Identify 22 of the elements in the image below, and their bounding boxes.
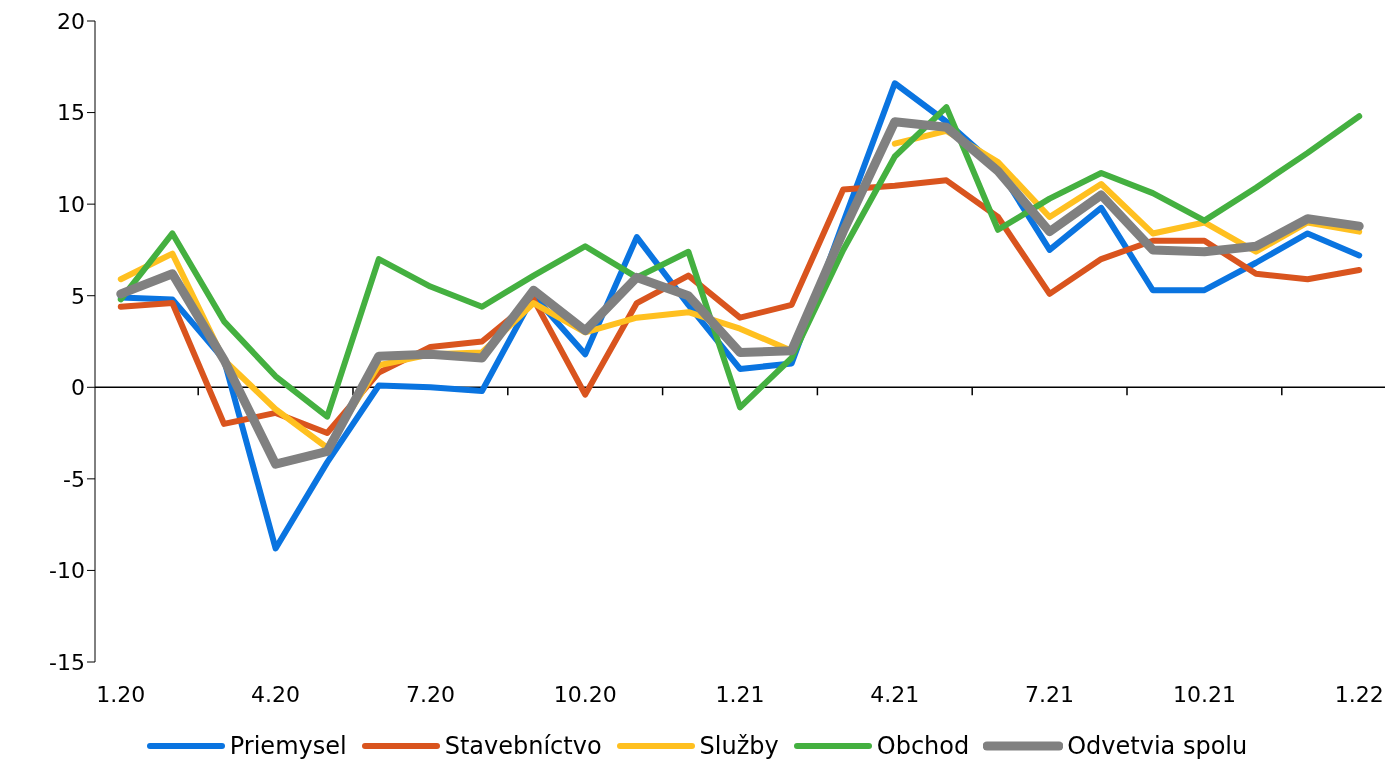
y-tick-label: 0 — [71, 375, 85, 401]
y-tick-label: 10 — [57, 191, 85, 217]
y-tick-label: -5 — [63, 466, 85, 492]
legend-label: Priemysel — [229, 732, 347, 760]
x-tick-label: 7.21 — [1025, 681, 1075, 707]
x-tick-label: 1.20 — [96, 681, 146, 707]
y-tick-label: 15 — [57, 100, 85, 126]
x-tick-label: 7.20 — [405, 681, 455, 707]
y-tick-label: -10 — [49, 558, 85, 584]
x-tick-label: 1.22 — [1334, 681, 1384, 707]
legend-label: Stavebníctvo — [444, 732, 602, 760]
x-tick-label: 1.21 — [715, 681, 765, 707]
x-tick-label: 10.21 — [1172, 681, 1236, 707]
y-tick-label: 20 — [57, 8, 85, 34]
y-tick-label: -15 — [49, 649, 85, 675]
x-tick-label: 4.20 — [251, 681, 301, 707]
y-tick-label: 5 — [71, 283, 85, 309]
legend-label: Služby — [699, 732, 779, 760]
legend-label: Obchod — [876, 732, 970, 760]
x-tick-label: 4.21 — [870, 681, 920, 707]
x-tick-label: 10.20 — [553, 681, 617, 707]
legend-label: Odvetvia spolu — [1067, 732, 1248, 760]
